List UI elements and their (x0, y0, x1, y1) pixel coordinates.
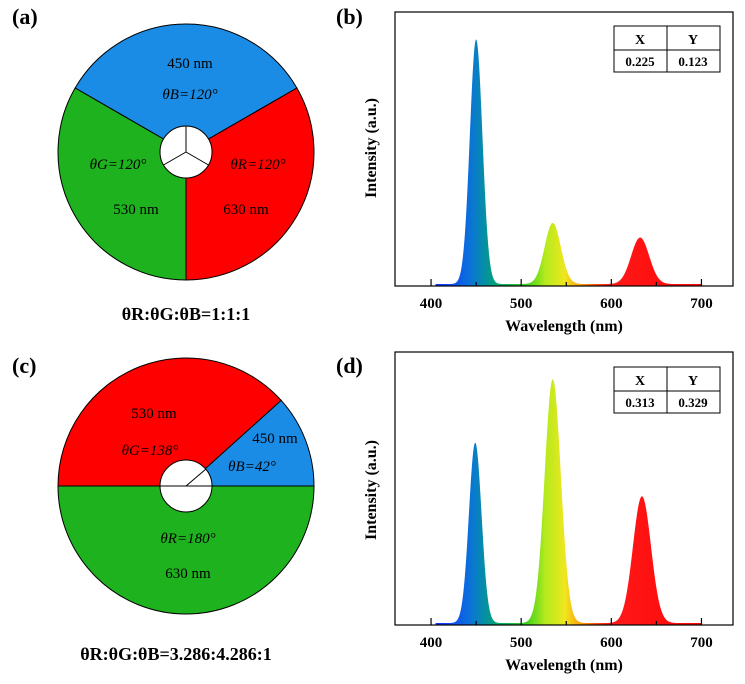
plot-frame-b (394, 11, 734, 287)
x-axis-title-d: Wavelength (nm) (505, 657, 623, 674)
pie-slice-green-c (57, 485, 315, 615)
table-value-y-b: 0.123 (678, 54, 708, 69)
table-value-x-b: 0.225 (625, 54, 655, 69)
cie-table-d: X Y 0.313 0.329 (613, 366, 721, 414)
x-axis-ticks-b: 400 500 600 700 (420, 279, 713, 312)
slice-wavelength-green-a: 530 nm (113, 202, 159, 218)
x-tick-label: 700 (690, 635, 713, 651)
slice-wavelength-red-a: 630 nm (223, 202, 269, 218)
cie-table-b: X Y 0.225 0.123 (613, 25, 721, 73)
spectrum-area-b (435, 39, 702, 287)
y-axis-title-d: Intensity (a.u.) (363, 440, 380, 540)
slice-angle-red-c: θG=138° (122, 443, 179, 459)
x-tick-label: 500 (510, 296, 533, 312)
panel-label-b: (b) (336, 4, 363, 29)
panel-label-d: (d) (336, 353, 363, 378)
slice-wavelength-blue-c: 450 nm (252, 431, 298, 447)
slice-angle-red-a: θR=120° (230, 157, 285, 173)
x-axis-title-b: Wavelength (nm) (505, 318, 623, 335)
slice-angle-blue-a: θB=120° (162, 87, 217, 103)
slice-wavelength-red-c: 530 nm (131, 406, 177, 422)
table-header-y-d: Y (688, 374, 698, 389)
x-tick-label: 400 (420, 635, 443, 651)
table-value-y-d: 0.329 (678, 395, 708, 410)
pie-slice-red-a (185, 87, 315, 281)
pie-slice-green-a (57, 87, 187, 281)
pie-slice-blue-c (184, 399, 315, 487)
angle-ratio-c: θR:θG:θB=3.286:4.286:1 (80, 644, 271, 664)
spectrum-area-d (435, 379, 702, 625)
slice-wavelength-green-c: 630 nm (165, 566, 211, 582)
pie-chart-a (57, 23, 315, 281)
panel-label-c: (c) (12, 353, 36, 378)
pie-divider-a-2 (185, 151, 209, 166)
pie-chart-c (57, 357, 315, 615)
table-header-x-b: X (635, 33, 645, 48)
slice-wavelength-blue-a: 450 nm (167, 56, 213, 72)
pie-slice-red-c (57, 357, 282, 487)
x-axis-ticks-d: 400 500 600 700 (420, 618, 713, 651)
table-header-y-b: Y (688, 33, 698, 48)
plot-area-b: 400 500 600 700 (394, 11, 734, 312)
slice-angle-green-c: θR=180° (160, 531, 215, 547)
table-header-x-d: X (635, 374, 645, 389)
slice-angle-green-a: θG=120° (90, 157, 147, 173)
plot-area-d: 400 500 600 700 (394, 351, 734, 651)
pie-slice-blue-a (74, 23, 298, 153)
table-value-x-d: 0.313 (625, 395, 655, 410)
slice-angle-blue-c: θB=42° (228, 459, 276, 475)
panel-label-a: (a) (12, 4, 38, 29)
pie-divider-a-3 (163, 151, 187, 166)
pie-divider-c-2 (185, 468, 207, 487)
plot-frame-d (394, 351, 734, 626)
angle-ratio-a: θR:θG:θB=1:1:1 (122, 304, 250, 324)
x-tick-label: 400 (420, 296, 443, 312)
x-tick-label: 600 (600, 296, 623, 312)
x-tick-label: 500 (510, 635, 533, 651)
x-tick-label: 600 (600, 635, 623, 651)
y-axis-title-b: Intensity (a.u.) (363, 98, 380, 198)
x-tick-label: 700 (690, 296, 713, 312)
